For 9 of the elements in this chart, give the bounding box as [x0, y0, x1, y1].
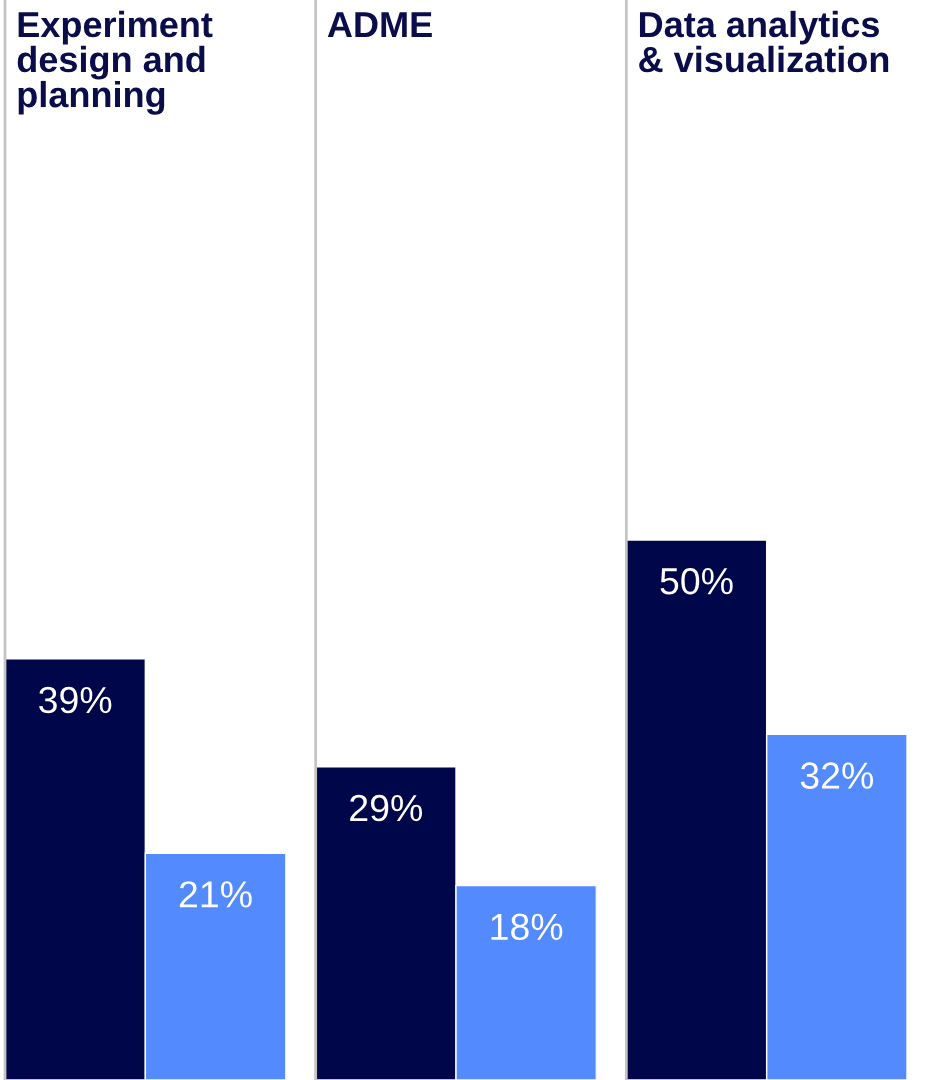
x-tick-label: Experiment design and planning: [17, 10, 213, 115]
data-label: 21%: [179, 881, 252, 908]
data-label: 18%: [491, 913, 563, 941]
x-tick-label: ADME: [327, 12, 432, 37]
data-label: 29%: [350, 794, 423, 822]
x-tick-label: Data analytics & visualization: [639, 10, 889, 73]
data-label: 32%: [800, 762, 874, 789]
data-label: 50%: [660, 567, 733, 595]
data-label: 39%: [39, 686, 112, 714]
